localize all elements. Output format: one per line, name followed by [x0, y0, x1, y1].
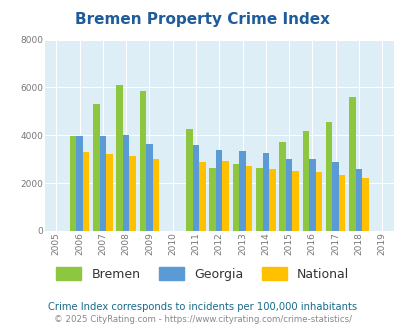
- Bar: [245, 166, 252, 231]
- Bar: [348, 97, 355, 231]
- Bar: [308, 159, 315, 231]
- Bar: [222, 161, 228, 231]
- Bar: [93, 104, 99, 231]
- Bar: [76, 137, 83, 231]
- Bar: [215, 150, 222, 231]
- Bar: [262, 152, 269, 231]
- Bar: [129, 156, 136, 231]
- Bar: [315, 172, 321, 231]
- Bar: [325, 122, 332, 231]
- Bar: [199, 162, 205, 231]
- Text: © 2025 CityRating.com - https://www.cityrating.com/crime-statistics/: © 2025 CityRating.com - https://www.city…: [54, 315, 351, 324]
- Bar: [279, 143, 285, 231]
- Bar: [106, 154, 112, 231]
- Bar: [332, 162, 338, 231]
- Bar: [192, 145, 199, 231]
- Bar: [269, 169, 275, 231]
- Bar: [186, 129, 192, 231]
- Bar: [152, 158, 159, 231]
- Bar: [123, 135, 129, 231]
- Bar: [285, 158, 292, 231]
- Bar: [146, 144, 152, 231]
- Bar: [361, 178, 368, 231]
- Bar: [83, 152, 89, 231]
- Bar: [232, 164, 239, 231]
- Bar: [116, 85, 123, 231]
- Text: Crime Index corresponds to incidents per 100,000 inhabitants: Crime Index corresponds to incidents per…: [48, 302, 357, 312]
- Legend: Bremen, Georgia, National: Bremen, Georgia, National: [51, 262, 354, 286]
- Bar: [70, 137, 76, 231]
- Bar: [256, 168, 262, 231]
- Bar: [292, 171, 298, 231]
- Bar: [302, 130, 308, 231]
- Bar: [355, 169, 361, 231]
- Bar: [139, 91, 146, 231]
- Bar: [99, 137, 106, 231]
- Bar: [338, 175, 345, 231]
- Bar: [209, 168, 215, 231]
- Bar: [239, 151, 245, 231]
- Text: Bremen Property Crime Index: Bremen Property Crime Index: [75, 12, 330, 26]
